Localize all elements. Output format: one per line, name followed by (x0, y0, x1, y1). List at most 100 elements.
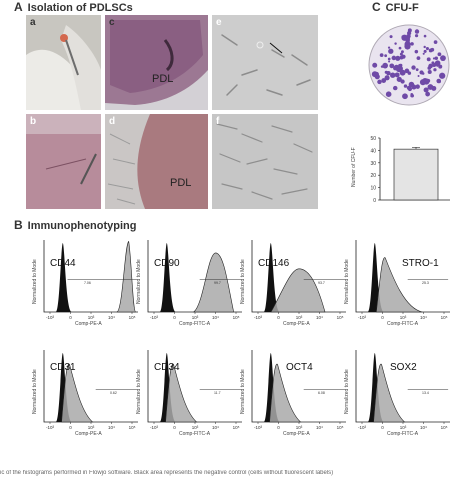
colony-dot (396, 65, 403, 72)
cfu-y-axis-label: Number of CFU-F (351, 147, 357, 187)
colony-dot (411, 86, 414, 89)
colony-dot (388, 60, 391, 63)
x-tick-label: 10⁴ (212, 425, 219, 430)
gate-percent: 6.08 (318, 390, 325, 395)
sample-distribution (192, 252, 235, 313)
y-tick-label: 30 (370, 161, 376, 167)
x-tick-label: -10³ (150, 315, 159, 320)
colony-dot (425, 91, 430, 97)
tile-label-b: b (30, 116, 37, 127)
histogram-axes (355, 350, 450, 423)
histogram-cd90: -10³ 0 10³ 10⁴ 10⁵ CD90 99.7 Normalized to Mode… (136, 240, 242, 327)
photo-d-graphic (105, 114, 208, 209)
y-axis-label: Normalized to Mode (344, 369, 350, 414)
tile-label-d: d (109, 116, 116, 127)
gate-percent: 0.62 (110, 390, 117, 395)
x-tick-label: 10⁴ (420, 425, 427, 430)
x-tick-label: 10³ (400, 425, 407, 430)
colony-dot (407, 28, 412, 33)
histogram-svg: -10³ 0 10³ 10⁴ 10⁵ (251, 240, 346, 320)
panel-a-letter: A (14, 0, 23, 14)
x-tick-label: 10³ (296, 315, 303, 320)
x-axis-label: Comp-PE-A (75, 321, 102, 327)
sample-distribution (165, 363, 198, 423)
x-tick-label: 10³ (296, 425, 303, 430)
panel-c-heading: CFU-F (385, 2, 419, 14)
colony-dot (423, 45, 426, 49)
histogram-svg: -10³ 0 10³ 10⁴ 10⁵ (43, 350, 138, 430)
sample-distribution (375, 257, 423, 313)
colony-dot (408, 81, 415, 88)
x-tick-label: 10⁵ (129, 425, 136, 430)
colony-dot (421, 72, 425, 75)
y-axis-label: Normalized to Mode (240, 369, 246, 414)
colony-dot (406, 85, 412, 90)
colony-dot (414, 49, 419, 54)
x-axis-label: Comp-PE-A (75, 431, 102, 437)
x-axis-label: Comp-PE-A (283, 431, 310, 437)
colony-dot (437, 80, 441, 84)
gate-percent: 93.7 (318, 280, 325, 285)
marker-label: CD90 (154, 258, 180, 269)
histogram-sox2: -10³ 0 10³ 10⁴ 10⁵ SOX2 13.4 Normalized to Mode… (344, 350, 450, 437)
sample-distribution (270, 268, 326, 313)
colony-dot (414, 29, 420, 34)
x-tick-label: 10⁴ (420, 315, 427, 320)
x-tick-label: 10³ (88, 315, 95, 320)
colony-dot (423, 87, 429, 93)
figure-caption: ic of the histograms performed in Flowjo… (0, 470, 334, 476)
histogram-stro-1: -10³ 0 10³ 10⁴ 10⁵ STRO-1 25.3 Normalized to Mo… (344, 240, 450, 327)
colony-dot (387, 57, 391, 61)
colony-dot (415, 84, 420, 89)
y-tick-label: 0 (373, 198, 376, 204)
x-tick-label: 0 (69, 315, 72, 320)
histogram-cd31: -10³ 0 10³ 10⁴ 10⁵ CD31 0.62 Normalized to Mode… (32, 350, 138, 437)
colony-dot (423, 34, 427, 38)
colony-dot (436, 61, 440, 65)
x-tick-label: 10⁵ (337, 315, 344, 320)
colony-dot (393, 66, 398, 71)
colony-dot (440, 55, 446, 62)
x-tick-label: 0 (173, 425, 176, 430)
colony-dot (437, 52, 442, 57)
x-tick-label: 10⁴ (212, 315, 219, 320)
marker-label: CD31 (50, 362, 76, 373)
x-axis-label: Comp-FITC-A (179, 321, 211, 327)
gate-percent: 25.3 (422, 280, 429, 285)
cfu-dish-graphic (368, 24, 450, 106)
x-tick-label: -10³ (150, 425, 159, 430)
marker-label: STRO-1 (402, 258, 439, 269)
x-tick-label: 10⁴ (108, 315, 115, 320)
colony-dot (432, 63, 437, 68)
colony-dot (402, 93, 408, 100)
y-tick-label: 40 (370, 148, 376, 154)
marker-label: SOX2 (390, 362, 417, 373)
y-axis-label: Normalized to Mode (136, 259, 142, 304)
colony-dot (374, 74, 380, 80)
x-tick-label: 10⁵ (233, 315, 240, 320)
negative-control-peak (159, 352, 176, 422)
cfu-bar-chart: 0 10 20 30 40 50 Number of CFU-F (350, 125, 460, 210)
tile-label-a: a (30, 17, 36, 28)
tile-label-f: f (216, 116, 220, 127)
colony-dot (379, 53, 384, 58)
colony-dot (382, 62, 389, 69)
panel-c-letter: C (372, 0, 381, 14)
marker-label: CD34 (154, 362, 180, 373)
colony-dot (401, 50, 404, 54)
colony-dot (403, 84, 408, 88)
cfu-bar-chart-svg: 0 10 20 30 40 50 (370, 136, 450, 204)
negative-control-peak (159, 242, 176, 312)
x-tick-label: 0 (381, 315, 384, 320)
tile-label-e: e (216, 17, 222, 28)
colony-dot (427, 84, 434, 90)
colony-dot (377, 79, 382, 85)
sample-distribution (116, 240, 137, 313)
y-tick-label: 20 (370, 173, 376, 179)
gate-percent: 11.7 (214, 390, 221, 395)
negative-control-peak (55, 352, 72, 422)
sample-distribution (61, 363, 94, 423)
x-tick-label: 10⁵ (441, 425, 448, 430)
histogram-svg: -10³ 0 10³ 10⁴ 10⁵ (43, 240, 138, 320)
x-tick-label: -10³ (358, 425, 367, 430)
